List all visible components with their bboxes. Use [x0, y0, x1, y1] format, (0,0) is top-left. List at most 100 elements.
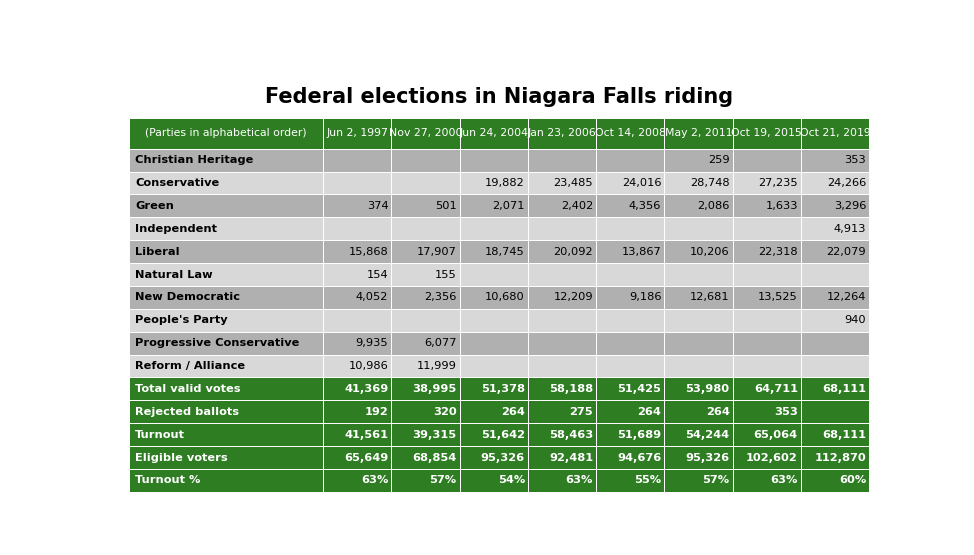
Bar	[596, 355, 664, 377]
Bar	[732, 149, 801, 171]
Text: Nov 27, 2000: Nov 27, 2000	[389, 128, 463, 138]
Text: 53,980: 53,980	[686, 384, 730, 394]
Bar	[460, 309, 528, 332]
Text: 6,077: 6,077	[424, 338, 457, 348]
Bar	[460, 149, 528, 171]
Bar	[596, 377, 664, 400]
Text: 63%: 63%	[361, 476, 389, 486]
Bar	[392, 240, 460, 263]
Bar	[732, 400, 801, 423]
Bar	[130, 446, 323, 469]
Text: 2,402: 2,402	[561, 201, 593, 211]
Text: 51,642: 51,642	[481, 430, 525, 440]
Text: 4,052: 4,052	[356, 292, 389, 302]
Bar	[130, 171, 323, 194]
Text: (Parties in alphabetical order): (Parties in alphabetical order)	[145, 128, 307, 138]
Bar	[528, 469, 596, 492]
Bar	[801, 355, 869, 377]
Bar	[323, 446, 392, 469]
Bar	[596, 149, 664, 171]
Text: 58,463: 58,463	[548, 430, 593, 440]
Bar	[130, 263, 323, 286]
Text: 38,995: 38,995	[412, 384, 457, 394]
Text: 10,680: 10,680	[485, 292, 525, 302]
Bar	[596, 469, 664, 492]
Bar	[664, 286, 732, 309]
Text: Jun 2, 1997: Jun 2, 1997	[326, 128, 389, 138]
Text: 9,186: 9,186	[629, 292, 661, 302]
Text: 41,369: 41,369	[344, 384, 389, 394]
Bar	[732, 118, 801, 149]
Bar	[528, 171, 596, 194]
Text: 55%: 55%	[634, 476, 661, 486]
Bar	[596, 423, 664, 446]
Text: 12,681: 12,681	[690, 292, 730, 302]
Bar	[528, 377, 596, 400]
Bar	[596, 446, 664, 469]
Bar	[130, 377, 323, 400]
Text: 4,913: 4,913	[834, 224, 866, 234]
Bar	[392, 423, 460, 446]
Bar	[460, 400, 528, 423]
Bar	[732, 240, 801, 263]
Bar	[130, 240, 323, 263]
Bar	[323, 469, 392, 492]
Text: Turnout: Turnout	[135, 430, 185, 440]
Bar	[801, 149, 869, 171]
Text: 264: 264	[706, 407, 730, 417]
Text: 154: 154	[367, 270, 389, 280]
Text: 68,111: 68,111	[822, 430, 866, 440]
Bar	[801, 171, 869, 194]
Text: 102,602: 102,602	[746, 452, 798, 462]
Bar	[528, 355, 596, 377]
Bar	[392, 286, 460, 309]
Text: 92,481: 92,481	[549, 452, 593, 462]
Bar	[732, 263, 801, 286]
Bar	[664, 355, 732, 377]
Text: 22,318: 22,318	[758, 246, 798, 256]
Bar	[528, 218, 596, 240]
Bar	[528, 286, 596, 309]
Bar	[801, 240, 869, 263]
Bar	[801, 423, 869, 446]
Bar	[130, 423, 323, 446]
Text: 57%: 57%	[702, 476, 730, 486]
Bar	[732, 332, 801, 355]
Text: 60%: 60%	[839, 476, 866, 486]
Bar	[323, 149, 392, 171]
Text: 353: 353	[774, 407, 798, 417]
Text: 940: 940	[844, 315, 866, 325]
Bar	[664, 332, 732, 355]
Bar	[801, 286, 869, 309]
Bar	[528, 194, 596, 218]
Bar	[460, 332, 528, 355]
Bar	[801, 469, 869, 492]
Text: Rejected ballots: Rejected ballots	[135, 407, 240, 417]
Text: 3,296: 3,296	[834, 201, 866, 211]
Text: 94,676: 94,676	[618, 452, 661, 462]
Text: 23,485: 23,485	[553, 178, 593, 188]
Bar	[323, 194, 392, 218]
Text: Oct 14, 2008: Oct 14, 2008	[595, 128, 665, 138]
Bar	[323, 286, 392, 309]
Text: 51,689: 51,689	[618, 430, 661, 440]
Text: 57%: 57%	[430, 476, 457, 486]
Bar	[392, 332, 460, 355]
Text: 9,935: 9,935	[356, 338, 389, 348]
Bar	[664, 218, 732, 240]
Text: 19,882: 19,882	[485, 178, 525, 188]
Text: 18,745: 18,745	[485, 246, 525, 256]
Bar	[392, 218, 460, 240]
Bar	[801, 332, 869, 355]
Bar	[596, 332, 664, 355]
Bar	[528, 118, 596, 149]
Text: 259: 259	[708, 155, 730, 165]
Bar	[664, 446, 732, 469]
Bar	[664, 149, 732, 171]
Bar	[323, 400, 392, 423]
Text: 2,356: 2,356	[425, 292, 457, 302]
Text: 353: 353	[844, 155, 866, 165]
Bar	[732, 286, 801, 309]
Bar	[460, 286, 528, 309]
Bar	[528, 423, 596, 446]
